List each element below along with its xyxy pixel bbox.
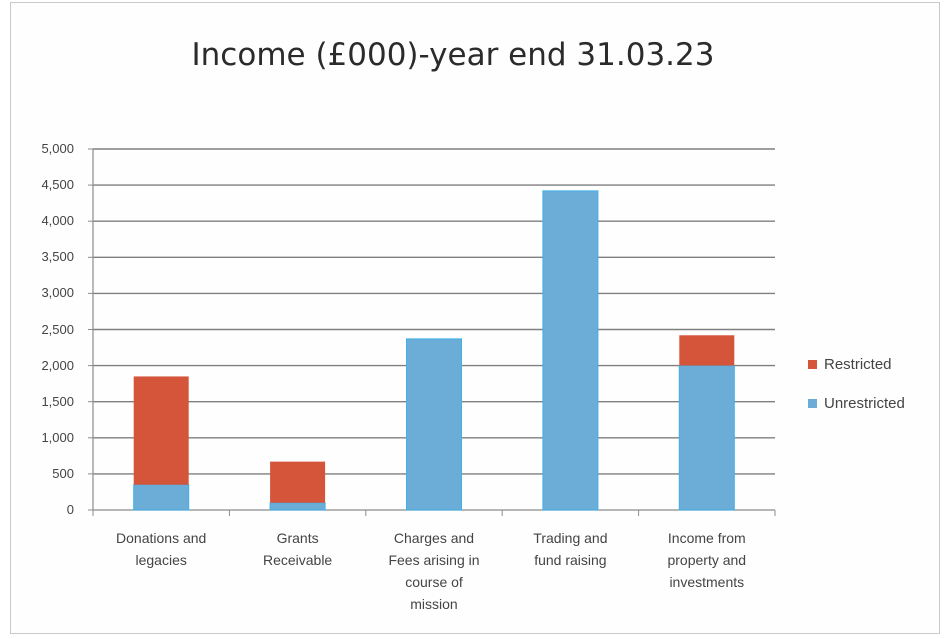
chart-title: Income (£000)-year end 31.03.23 xyxy=(191,37,715,73)
category-label-2-line-2: course of xyxy=(405,574,463,590)
bar-unrestricted-1 xyxy=(269,502,326,511)
y-tick-label-5: 2,500 xyxy=(41,321,74,337)
bar-unrestricted-0 xyxy=(133,484,190,511)
category-label-4-line-2: investments xyxy=(669,574,745,590)
y-tick-label-0: 0 xyxy=(66,502,74,517)
y-tick-label-9: 4,500 xyxy=(41,177,74,193)
category-label-0-line-0: Donations and xyxy=(116,530,207,546)
y-tick-label-1: 500 xyxy=(52,465,74,481)
category-label-3-line-1: fund raising xyxy=(534,552,607,568)
category-label-4: Income from property and investments xyxy=(642,527,772,593)
category-label-2-line-1: Fees arising in xyxy=(388,552,480,568)
bar-unrestricted-3 xyxy=(542,190,599,511)
legend-label-restricted: Restricted xyxy=(824,355,892,373)
category-label-1: Grants Receivable xyxy=(233,527,363,571)
y-tick-label-2: 1,000 xyxy=(41,429,74,445)
category-label-4-line-1: property and xyxy=(667,552,747,568)
bar-unrestricted-4 xyxy=(678,365,735,511)
y-tick-label-8: 4,000 xyxy=(41,213,74,229)
legend-swatch-unrestricted xyxy=(808,398,817,408)
category-label-3: Trading and fund raising xyxy=(505,527,635,571)
legend-swatch-restricted xyxy=(808,359,817,369)
legend-label-unrestricted: Unrestricted xyxy=(824,394,905,412)
bar-restricted-4 xyxy=(679,335,735,366)
legend-item-restricted: Restricted xyxy=(808,354,905,374)
y-tick-label-3: 1,500 xyxy=(41,393,74,409)
y-tick-label-7: 3,500 xyxy=(41,249,74,265)
bar-restricted-1 xyxy=(270,461,326,503)
category-label-2-line-3: mission xyxy=(410,596,458,612)
bar-unrestricted-2 xyxy=(406,338,462,511)
category-label-2-line-0: Charges and xyxy=(393,530,475,546)
legend: Restricted Unrestricted xyxy=(808,354,905,432)
category-label-4-line-0: Income from xyxy=(667,530,746,546)
category-label-1-line-0: Grants xyxy=(276,530,319,546)
y-tick-label-6: 3,000 xyxy=(41,285,74,301)
category-label-2: Charges and Fees arising in course of missi… xyxy=(369,527,499,615)
category-label-0-line-1: legacies xyxy=(135,552,187,568)
y-tick-label-10: 5,000 xyxy=(41,141,74,156)
legend-item-unrestricted: Unrestricted xyxy=(808,393,905,413)
category-label-0: Donations and legacies xyxy=(96,527,226,571)
chart-frame: Income (£000)-year end 31.03.23 xyxy=(10,2,940,634)
bar-restricted-0 xyxy=(133,376,189,485)
y-tick-label-4: 2,000 xyxy=(41,357,74,373)
category-label-3-line-0: Trading and xyxy=(533,530,608,546)
category-label-1-line-1: Receivable xyxy=(262,552,333,568)
